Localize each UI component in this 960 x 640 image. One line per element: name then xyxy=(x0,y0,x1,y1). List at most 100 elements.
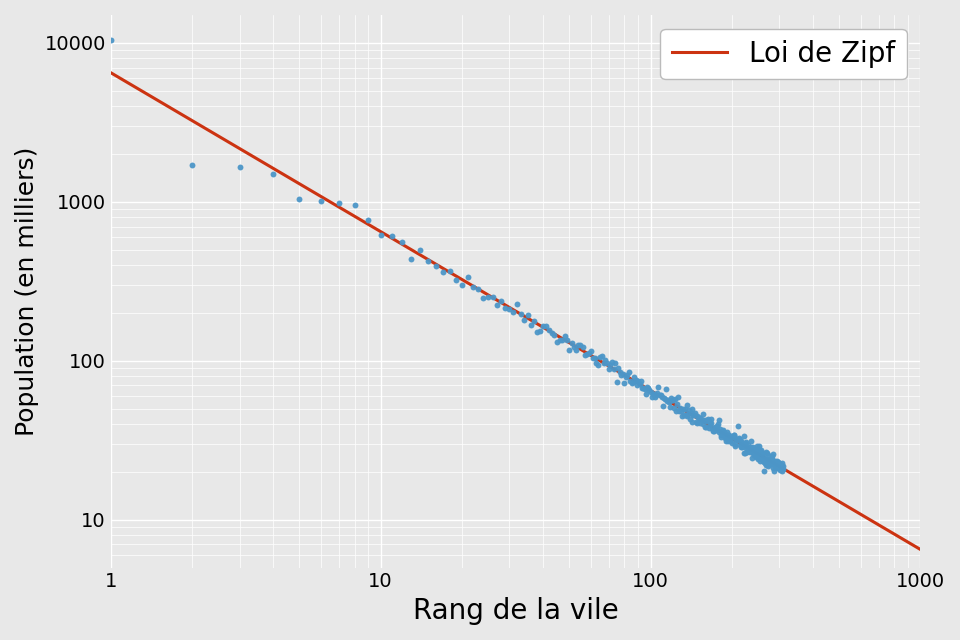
Point xyxy=(762,455,778,465)
Point xyxy=(773,464,788,474)
Point xyxy=(568,344,584,355)
Point xyxy=(745,448,760,458)
Point xyxy=(552,335,567,345)
Point xyxy=(751,447,766,457)
Point xyxy=(760,450,776,460)
Point xyxy=(748,444,763,454)
Point xyxy=(539,321,554,331)
Point xyxy=(639,382,655,392)
Point xyxy=(596,358,612,369)
Point xyxy=(560,335,575,345)
Point xyxy=(448,275,464,285)
Point xyxy=(680,410,695,420)
Point xyxy=(772,465,787,475)
Point xyxy=(599,358,614,369)
Loi de Zipf xyxy=(751,449,762,457)
Point xyxy=(731,435,746,445)
Point xyxy=(730,434,745,444)
Point xyxy=(659,384,674,394)
Point xyxy=(743,442,758,452)
Point xyxy=(771,460,786,470)
Point xyxy=(636,383,651,393)
Point xyxy=(752,445,767,456)
Loi de Zipf xyxy=(661,396,673,404)
Point xyxy=(765,463,780,473)
Point xyxy=(692,413,708,423)
Point xyxy=(611,363,626,373)
Point xyxy=(749,449,764,459)
Point xyxy=(752,441,767,451)
Point xyxy=(454,280,469,291)
Point xyxy=(510,299,525,309)
Point xyxy=(757,458,773,468)
Point xyxy=(771,458,786,468)
Point xyxy=(632,378,647,388)
Point xyxy=(612,367,628,377)
Point xyxy=(546,330,562,340)
Point xyxy=(697,422,712,433)
Loi de Zipf xyxy=(105,69,116,77)
Point xyxy=(636,383,652,394)
Point xyxy=(660,396,675,406)
Point xyxy=(754,445,769,456)
Point xyxy=(616,378,632,388)
Point xyxy=(373,230,389,240)
Point xyxy=(435,268,450,278)
Point xyxy=(460,271,475,282)
Point xyxy=(767,458,782,468)
X-axis label: Rang de la vile: Rang de la vile xyxy=(413,597,618,625)
Point xyxy=(721,436,736,447)
Point xyxy=(706,426,721,436)
Point xyxy=(733,435,749,445)
Point xyxy=(493,296,509,307)
Point xyxy=(652,390,667,400)
Point xyxy=(738,437,754,447)
Point xyxy=(717,429,732,440)
Point xyxy=(712,424,728,434)
Point xyxy=(737,448,753,458)
Point xyxy=(697,415,712,426)
Point xyxy=(761,460,777,470)
Point xyxy=(485,292,500,302)
Point xyxy=(708,424,723,434)
Point xyxy=(668,406,684,417)
Point xyxy=(420,256,436,266)
Point xyxy=(554,335,569,346)
Point xyxy=(708,423,724,433)
Point xyxy=(722,430,737,440)
Point xyxy=(746,449,761,460)
Point xyxy=(708,422,723,433)
Point xyxy=(767,456,782,467)
Point xyxy=(103,35,118,45)
Point xyxy=(768,460,783,470)
Point xyxy=(549,337,564,347)
Point xyxy=(732,435,748,445)
Point xyxy=(313,195,328,205)
Point xyxy=(670,392,685,403)
Point xyxy=(579,349,594,360)
Point xyxy=(742,444,757,454)
Point xyxy=(734,442,750,452)
Point xyxy=(655,401,670,411)
Point xyxy=(690,412,706,422)
Point xyxy=(544,328,560,338)
Point xyxy=(711,427,727,437)
Point xyxy=(570,340,586,351)
Point xyxy=(587,353,602,364)
Point xyxy=(506,307,521,317)
Point xyxy=(702,416,717,426)
Point xyxy=(744,453,759,463)
Point xyxy=(562,345,577,355)
Point xyxy=(750,441,765,451)
Point xyxy=(770,459,785,469)
Point xyxy=(689,411,705,421)
Point xyxy=(592,353,608,363)
Point xyxy=(732,434,747,444)
Point xyxy=(736,448,752,458)
Point xyxy=(638,388,654,399)
Point xyxy=(747,447,762,457)
Point xyxy=(775,461,790,471)
Point xyxy=(715,426,731,436)
Point xyxy=(766,466,781,476)
Point xyxy=(681,409,696,419)
